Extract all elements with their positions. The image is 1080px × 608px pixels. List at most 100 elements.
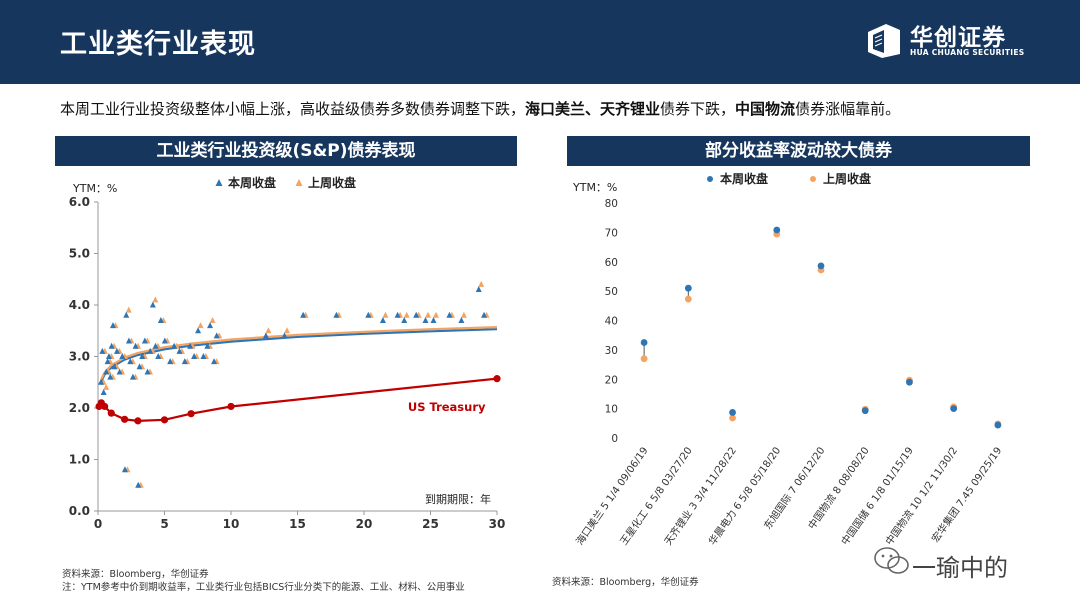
data-point [906, 378, 913, 386]
x-tick-label: 天齐锂业 3 3/4 11/28/22 [661, 444, 739, 547]
left-note: 注：YTM参考中价到期收益率，工业类行业包括BICS行业分类下的能源、工业、材料… [62, 582, 465, 593]
data-point [149, 301, 156, 308]
legend-label: 本周收盘 [228, 175, 276, 190]
data-point [97, 378, 104, 385]
data-point [403, 311, 410, 318]
data-point [994, 421, 1002, 429]
data-point [123, 311, 130, 318]
data-point [817, 262, 825, 270]
company-logo: 华创证券 HUA CHUANG SECURITIES [862, 18, 1025, 64]
data-point [152, 296, 159, 303]
data-point [458, 316, 465, 323]
x-tick-label: 5 [160, 517, 168, 531]
data-point [379, 316, 386, 323]
legend-marker [295, 179, 303, 186]
data-point [460, 311, 467, 318]
legend-label: 上周收盘 [308, 175, 356, 190]
y-tick-label: 50 [605, 286, 618, 298]
legend-marker [707, 176, 713, 182]
data-point [100, 389, 107, 396]
data-point [107, 373, 114, 380]
left-chart-title: 工业类行业投资级(S&P)债券表现 [55, 136, 517, 166]
data-point [99, 347, 106, 354]
data-point [144, 368, 151, 375]
data-point [187, 342, 194, 349]
data-point [129, 373, 136, 380]
treasury-point [227, 402, 235, 411]
treasury-point [107, 409, 115, 417]
data-point [684, 284, 692, 292]
x-tick-label: 10 [223, 517, 240, 531]
data-point [127, 358, 134, 365]
y-tick-label: 20 [605, 374, 618, 386]
y-tick-label: 3.0 [69, 350, 90, 364]
wechat-icon [874, 547, 909, 574]
data-point [121, 466, 128, 473]
logo-english-name: HUA CHUANG SECURITIES [910, 48, 1025, 57]
data-point [125, 306, 132, 313]
y-tick-label: 10 [605, 404, 618, 416]
data-point [119, 353, 126, 359]
y-axis-label: YTM：% [72, 182, 117, 195]
data-point [109, 322, 116, 329]
y-tick-label: 70 [605, 227, 618, 239]
data-point [136, 363, 143, 370]
data-point [171, 342, 178, 349]
y-tick-label: 0.0 [69, 504, 90, 518]
data-point [481, 311, 488, 318]
data-point [640, 355, 648, 363]
data-point [684, 295, 692, 303]
data-point [161, 337, 168, 344]
data-point [181, 358, 188, 365]
y-tick-label: 40 [605, 316, 618, 328]
summary-part3: 债券涨幅靠前。 [795, 100, 901, 118]
data-point [861, 407, 869, 415]
y-tick-label: 5.0 [69, 247, 90, 261]
x-tick-label: 中国物流 10 1/2 11/30/2 [882, 444, 960, 547]
data-point [265, 327, 272, 334]
x-axis-label: 到期期限：年 [425, 492, 491, 506]
data-point [176, 347, 183, 354]
right-chart: YTM：% 本周收盘 上周收盘 0 10 20 30 40 50 60 70 80 海口美兰 5 1/4… [572, 171, 1004, 547]
legend-marker [810, 176, 816, 182]
data-point [401, 316, 408, 323]
legend-label: 本周收盘 [720, 171, 768, 186]
summary-bold1: 海口美兰、天齐锂业 [525, 100, 661, 118]
right-source: 资料来源：Bloomberg，华创证券 [552, 577, 699, 588]
data-point [209, 316, 216, 323]
data-point [116, 368, 123, 375]
data-point [104, 358, 111, 365]
y-tick-label: 60 [605, 257, 618, 269]
y-tick-label: 30 [605, 345, 618, 357]
y-tick-label: 0 [611, 433, 618, 445]
data-point [729, 409, 736, 416]
data-point [191, 353, 198, 359]
data-point [365, 311, 372, 318]
legend-marker [215, 179, 223, 186]
data-point [197, 322, 204, 329]
data-point [167, 358, 174, 365]
treasury-point [493, 375, 501, 383]
data-point [103, 368, 110, 375]
data-point [950, 405, 958, 413]
left-source: 资料来源：Bloomberg，华创证券 [62, 569, 209, 580]
data-point [640, 339, 648, 346]
data-point [430, 316, 437, 323]
data-point [108, 342, 115, 349]
x-tick-label: 0 [94, 517, 102, 531]
summary-bold2: 中国物流 [735, 100, 796, 118]
data-point [155, 353, 162, 359]
y-axis-label: YTM：% [572, 181, 617, 194]
data-point [394, 311, 401, 318]
x-tick-label: 30 [489, 517, 506, 531]
x-tick-label: 20 [356, 517, 373, 531]
data-point [103, 383, 110, 390]
data-point [105, 353, 112, 359]
data-point [446, 311, 453, 318]
data-point [262, 332, 269, 339]
data-point [475, 286, 482, 293]
data-point [211, 358, 218, 365]
right-chart-title: 部分收益率波动较大债券 [567, 136, 1030, 166]
data-point [139, 353, 146, 359]
data-point [147, 347, 154, 354]
